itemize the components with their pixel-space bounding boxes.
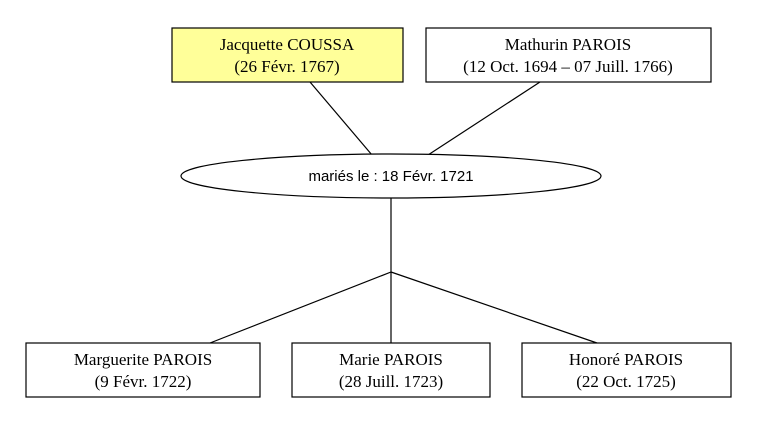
connector (390, 271, 598, 344)
node-dates: (12 Oct. 1694 – 07 Juill. 1766) (463, 57, 673, 76)
node-dates: (22 Oct. 1725) (576, 372, 676, 391)
parent-node[interactable]: Jacquette COUSSA (26 Févr. 1767) (171, 27, 404, 83)
node-name: Jacquette COUSSA (220, 35, 355, 54)
node-dates: (9 Févr. 1722) (95, 372, 192, 391)
parent-node[interactable]: Mathurin PAROIS (12 Oct. 1694 – 07 Juill… (425, 27, 712, 83)
node-name: Marguerite PAROIS (74, 350, 212, 369)
marriage-ellipse (180, 153, 602, 199)
node-box (521, 342, 732, 398)
marriage-node: mariés le : 18 Févr. 1721 (180, 153, 602, 199)
node-box (425, 27, 712, 83)
child-node[interactable]: Honoré PAROIS (22 Oct. 1725) (521, 342, 732, 398)
connector (209, 271, 392, 344)
node-name: Honoré PAROIS (569, 350, 683, 369)
marriage-label: mariés le : 18 Févr. 1721 (308, 168, 473, 185)
node-dates: (26 Févr. 1767) (234, 57, 339, 76)
node-box (25, 342, 261, 398)
node-name: Mathurin PAROIS (505, 35, 631, 54)
node-name: Marie PAROIS (339, 350, 443, 369)
node-box (171, 27, 404, 83)
node-dates: (28 Juill. 1723) (339, 372, 443, 391)
connector (427, 81, 541, 156)
child-node[interactable]: Marguerite PAROIS (9 Févr. 1722) (25, 342, 261, 398)
connector (309, 81, 373, 156)
child-node[interactable]: Marie PAROIS (28 Juill. 1723) (291, 342, 491, 398)
node-box (291, 342, 491, 398)
